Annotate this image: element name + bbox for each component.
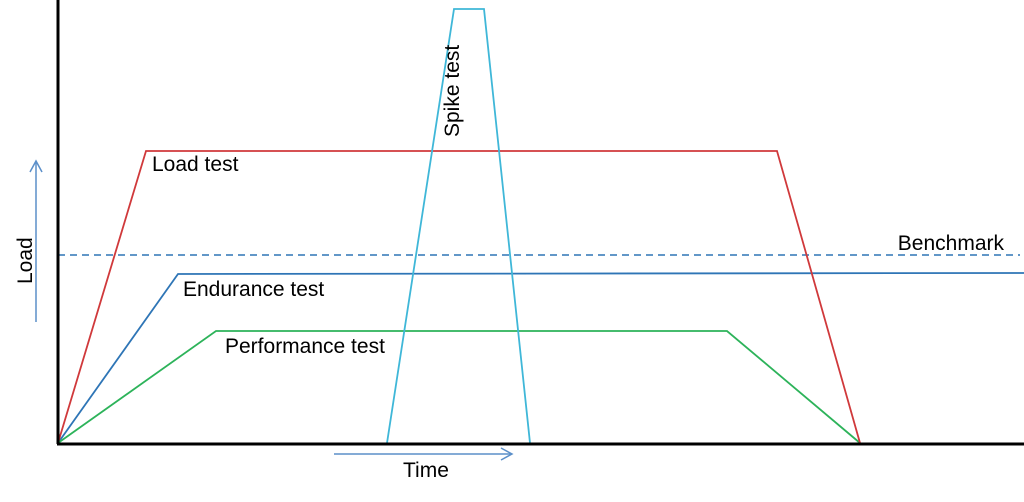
endurance-test-label: Endurance test <box>183 278 324 301</box>
y-axis-arrow-icon <box>29 159 43 322</box>
load-test-label: Load test <box>152 153 239 176</box>
spike-test-curve <box>386 8 531 444</box>
benchmark-label: Benchmark <box>898 232 1005 255</box>
load-test-curve <box>57 150 861 444</box>
x-axis-arrow-icon <box>334 447 514 461</box>
performance-test-curve <box>57 330 861 444</box>
y-axis-label: Load <box>14 237 37 284</box>
performance-test-label: Performance test <box>225 335 385 358</box>
x-axis-label: Time <box>403 459 449 482</box>
spike-test-label: Spike test <box>441 45 464 137</box>
endurance-test-curve <box>57 272 1024 444</box>
